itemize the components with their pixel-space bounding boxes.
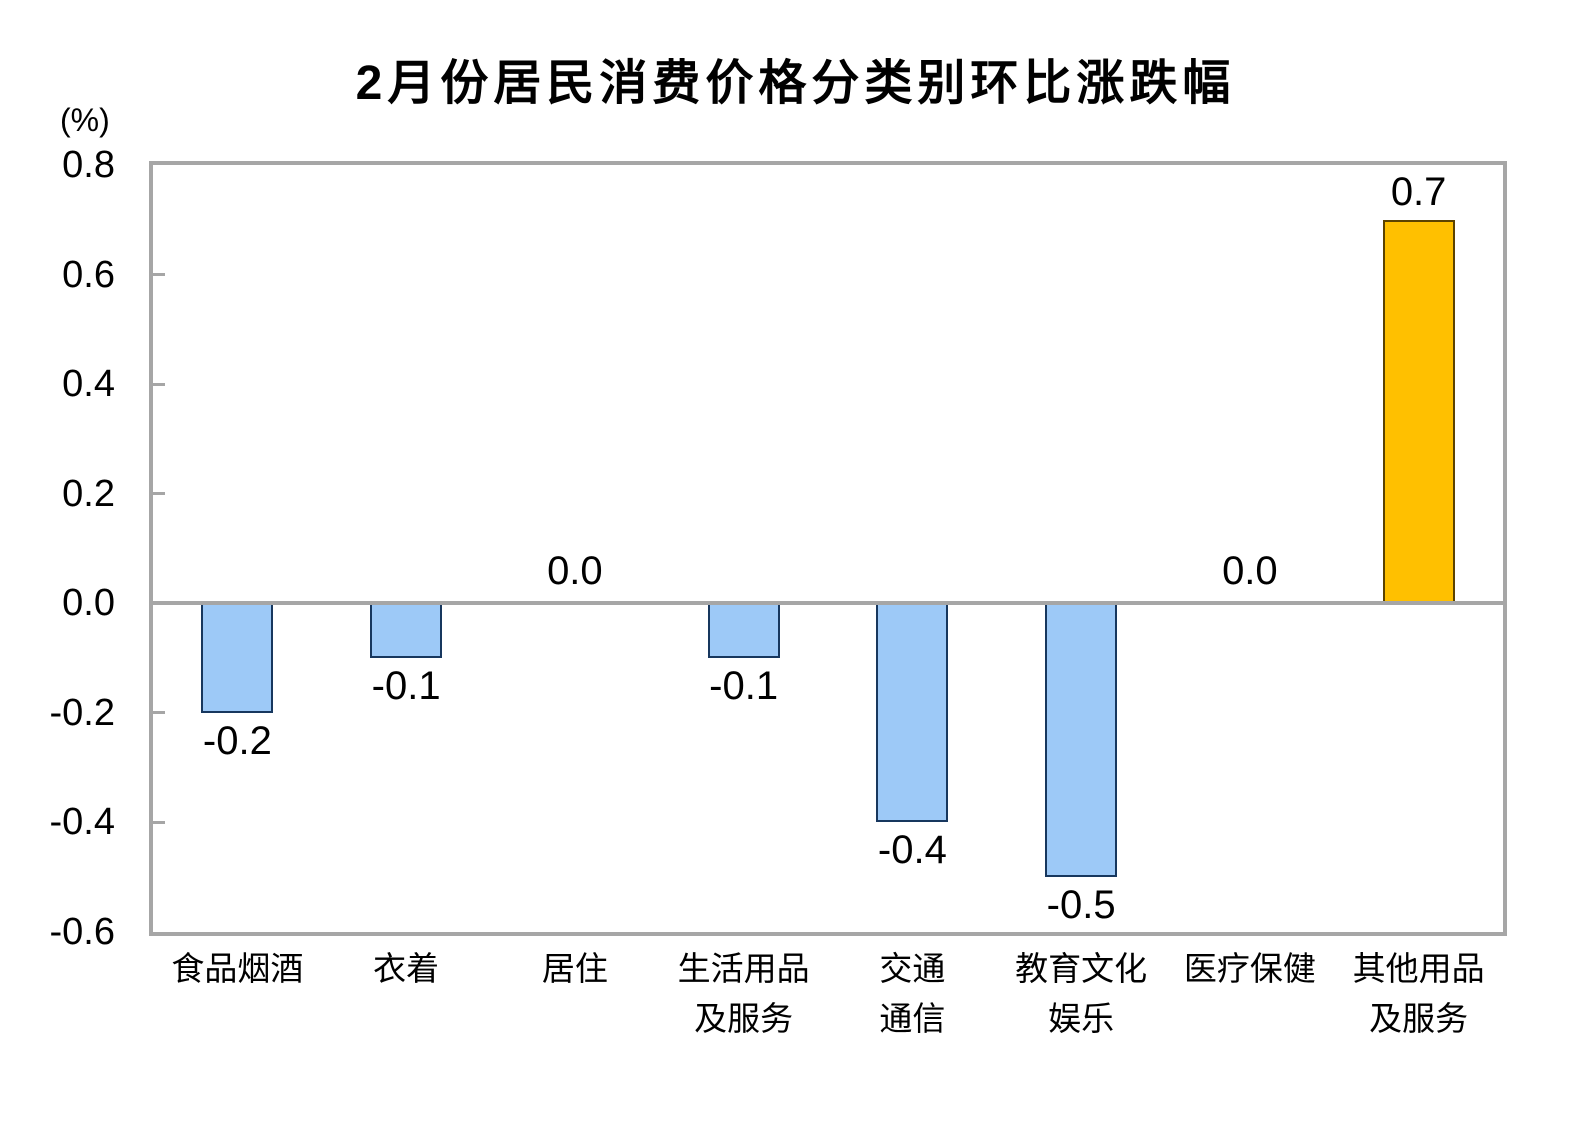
bar-value-label: -0.4 <box>877 828 947 873</box>
bar-食品烟酒 <box>201 603 274 713</box>
x-category-label: 衣着 <box>311 944 501 994</box>
bar-value-label: -0.1 <box>371 664 441 709</box>
x-category-label-line: 及服务 <box>1369 1000 1469 1037</box>
y-axis-unit-label: (%) <box>60 102 110 138</box>
y-axis-tick-label: 0.6 <box>62 253 115 296</box>
zero-axis-line <box>153 601 1503 606</box>
x-category-label: 教育文化 娱乐 <box>986 944 1176 1044</box>
plot-area: -0.2 -0.1 0.0 -0.1 -0.4 -0.5 0.0 0.7 <box>149 161 1507 936</box>
x-category-label: 食品烟酒 <box>142 944 332 994</box>
x-category-label: 生活用品 及服务 <box>649 944 839 1044</box>
x-category-label: 其他用品 及服务 <box>1324 944 1514 1044</box>
y-axis-tick-label: 0.4 <box>62 363 115 406</box>
x-category-label-line: 教育文化 <box>1015 950 1148 987</box>
x-category-label-line: 医疗保健 <box>1183 950 1316 987</box>
bar-交通通信 <box>876 603 949 823</box>
bar-其他用品及服务 <box>1382 219 1455 604</box>
bar-教育文化娱乐 <box>1045 603 1118 878</box>
y-axis-tick-label: 0.0 <box>62 582 115 625</box>
bar-value-label: -0.1 <box>709 664 779 709</box>
y-axis-tick-label: -0.2 <box>49 691 115 734</box>
y-axis-tick-label: 0.8 <box>62 144 115 186</box>
chart-title: 2月份居民消费价格分类别环比涨跌幅 <box>355 57 1236 110</box>
y-axis-tick-label: 0.2 <box>62 472 115 515</box>
y-axis-tick-label: -0.4 <box>49 801 115 844</box>
x-category-label-line: 通信 <box>879 1000 946 1037</box>
y-axis-tick-mark <box>153 711 165 715</box>
bar-生活用品及服务 <box>707 603 780 659</box>
y-axis-tick-mark <box>153 273 165 277</box>
y-axis-tick-label: -0.6 <box>49 911 115 953</box>
x-category-label-line: 其他用品 <box>1352 950 1485 987</box>
bar-衣着 <box>370 603 443 659</box>
bar-value-label: -0.2 <box>202 718 272 763</box>
x-category-label-line: 及服务 <box>694 1000 794 1037</box>
x-category-label: 医疗保健 <box>1155 944 1345 994</box>
x-category-label: 交通 通信 <box>817 944 1007 1044</box>
bar-value-label: 0.7 <box>1390 169 1447 214</box>
bar-value-label: 0.0 <box>1222 549 1278 594</box>
y-axis-tick-mark <box>153 492 165 496</box>
x-category-label-line: 居住 <box>541 950 608 987</box>
x-category-label-line: 衣着 <box>373 950 440 987</box>
bar-value-label: -0.5 <box>1046 883 1116 928</box>
x-category-label-line: 交通 <box>879 950 946 987</box>
x-category-label-line: 生活用品 <box>677 950 810 987</box>
y-axis-tick-mark <box>153 820 165 824</box>
bar-value-label: 0.0 <box>547 549 603 594</box>
x-category-label-line: 食品烟酒 <box>171 950 304 987</box>
x-category-label: 居住 <box>480 944 670 994</box>
x-category-label-line: 娱乐 <box>1048 1000 1115 1037</box>
y-axis-tick-mark <box>153 382 165 386</box>
